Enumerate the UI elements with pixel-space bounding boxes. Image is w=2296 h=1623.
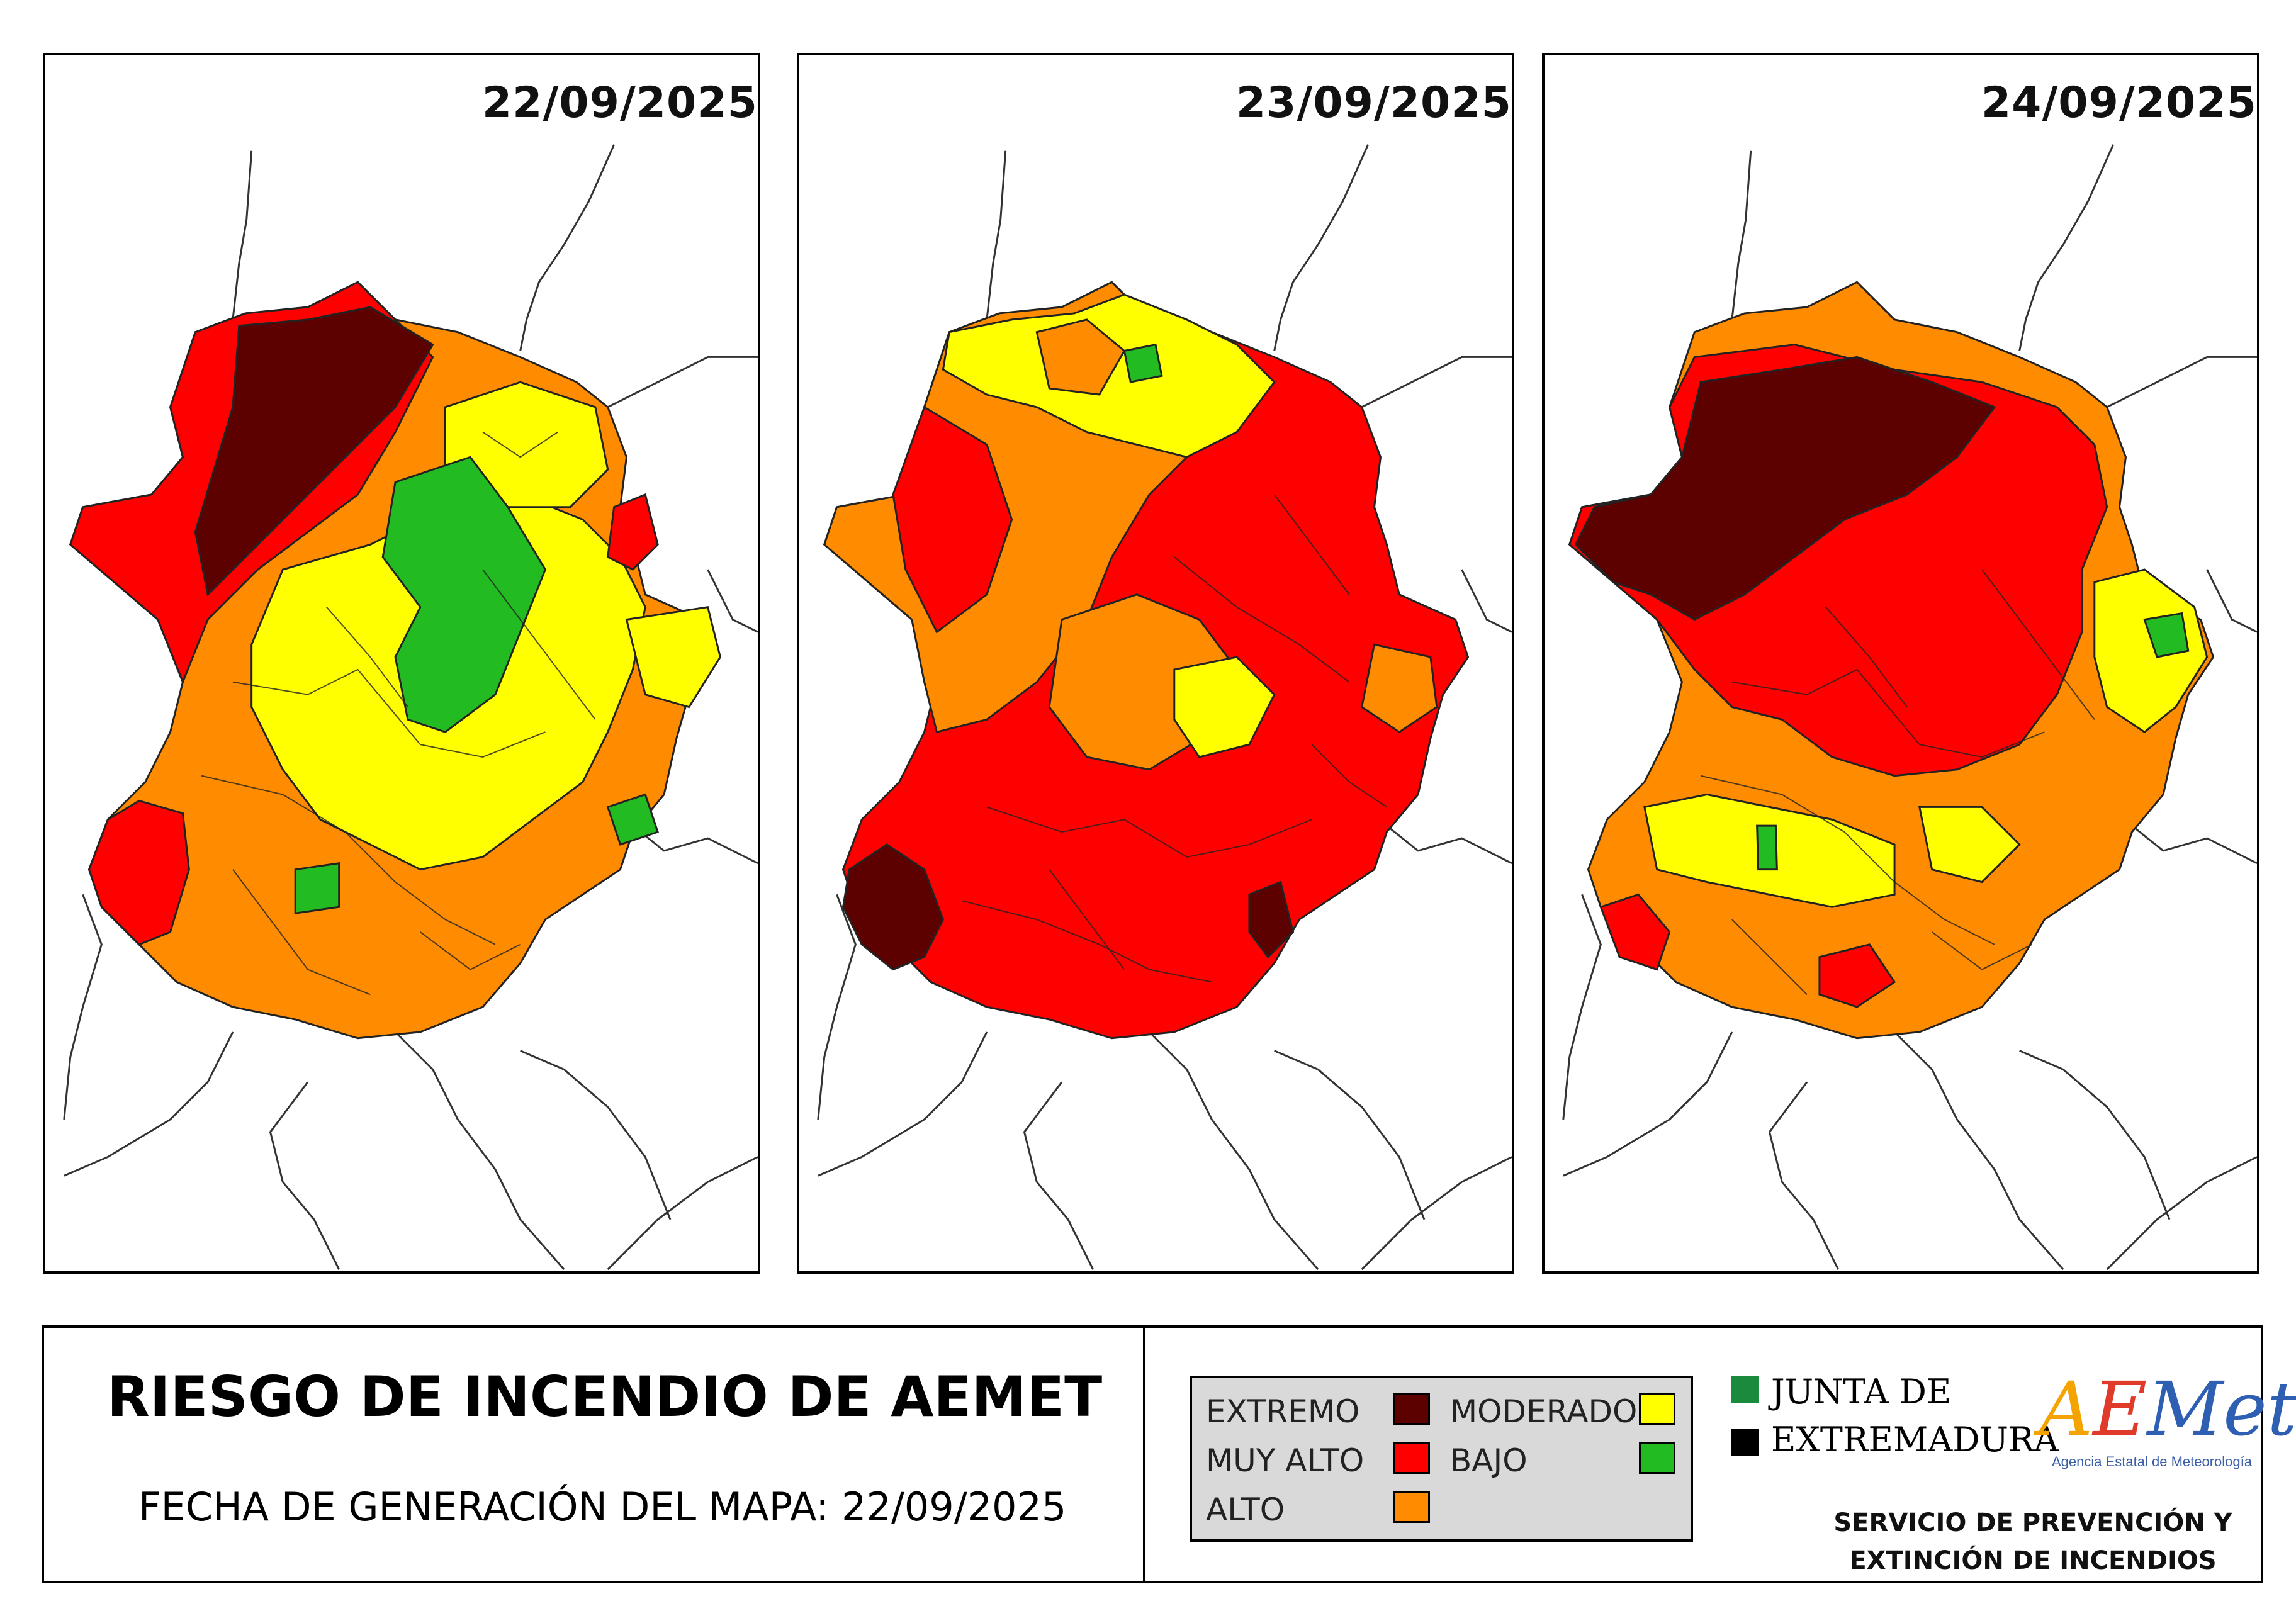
junta-green-square-icon [1731, 1376, 1759, 1403]
service-label: SERVICIO DE PREVENCIÓN Y EXTINCIÓN DE IN… [1825, 1504, 2241, 1580]
fire-risk-map-3 [1562, 144, 2257, 1271]
aemet-logo-text: AEMet [2039, 1366, 2296, 1452]
footer-divider [1143, 1328, 1145, 1581]
junta-black-square-icon [1731, 1429, 1759, 1456]
footer: RIESGO DE INCENDIO DE AEMET FECHA DE GEN… [42, 1325, 2296, 1583]
legend-label-alto: ALTO [1206, 1491, 1285, 1528]
aemet-subtitle: Agencia Estatal de Meteorología [2052, 1454, 2252, 1469]
junta-extremadura-logo: JUNTA DE EXTREMADURA [1731, 1372, 2059, 1476]
fire-risk-map-2 [817, 144, 1512, 1271]
map-panel-3: 24/09/2025 [1542, 53, 2259, 1274]
map-date: 22/09/2025 [481, 78, 758, 128]
legend-label-bajo: BAJO [1450, 1442, 1528, 1479]
legend-label-muy-alto: MUY ALTO [1206, 1442, 1365, 1479]
generation-date: FECHA DE GENERACIÓN DEL MAPA: 22/09/2025 [138, 1484, 1067, 1530]
legend: EXTREMO MUY ALTO ALTO MODERADO BAJO [1190, 1376, 1693, 1542]
page-title: RIESGO DE INCENDIO DE AEMET [107, 1364, 1103, 1429]
service-line1: SERVICIO DE PREVENCIÓN Y [1833, 1508, 2232, 1537]
legend-swatch-extremo [1393, 1393, 1430, 1425]
legend-label-moderado: MODERADO [1450, 1393, 1638, 1430]
legend-swatch-bajo [1639, 1442, 1675, 1474]
aemet-logo: AEMet Agencia Estatal de Meteorología [2039, 1366, 2296, 1485]
map-date: 24/09/2025 [1981, 78, 2257, 128]
junta-line2: EXTREMADURA [1771, 1420, 2059, 1459]
service-line2: EXTINCIÓN DE INCENDIOS [1849, 1546, 2217, 1575]
map-date: 23/09/2025 [1235, 78, 1512, 128]
junta-line1: JUNTA DE [1771, 1372, 1952, 1412]
legend-swatch-moderado [1639, 1393, 1675, 1425]
map-panel-2: 23/09/2025 [797, 53, 1514, 1274]
legend-label-extremo: EXTREMO [1206, 1393, 1360, 1430]
legend-swatch-alto [1393, 1491, 1430, 1523]
map-panel-1: 22/09/2025 [43, 53, 760, 1274]
fire-risk-map-1 [63, 144, 758, 1271]
legend-swatch-muy-alto [1393, 1442, 1430, 1474]
